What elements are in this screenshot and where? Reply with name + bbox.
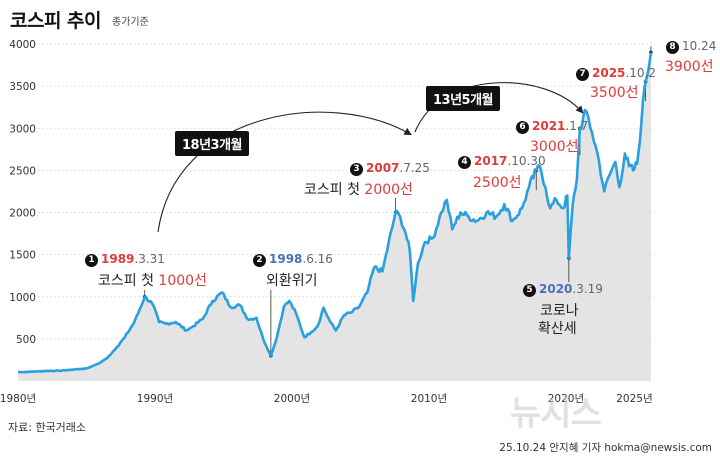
y-tick-label: 3500 bbox=[9, 81, 36, 93]
marker-6: 6 bbox=[516, 121, 529, 134]
credit-line: 25.10.24 안지혜 기자 hokma@newsis.com bbox=[499, 442, 712, 454]
x-tick-label: 2025년 bbox=[616, 393, 652, 405]
y-tick-label: 1000 bbox=[9, 292, 36, 304]
annotation-1-date: .3.31 bbox=[134, 252, 165, 266]
x-tick-label: 2010년 bbox=[411, 393, 447, 405]
annotation-2025: 7 2025.10.2 bbox=[576, 66, 656, 81]
period-badge-18y: 18년3개월 bbox=[175, 131, 250, 156]
annotation-4-year: 2017 bbox=[474, 154, 508, 168]
chart-title: 코스피 추이 bbox=[10, 10, 102, 32]
annotation-2017: 4 2017.10.30 bbox=[458, 154, 546, 169]
period-badge-13y: 13년5개월 bbox=[426, 86, 501, 111]
annotation-3-year: 2007 bbox=[366, 161, 400, 175]
y-tick-label: 500 bbox=[16, 334, 36, 346]
annotation-6-value: 3000선 bbox=[530, 139, 579, 155]
annotation-3-value: 2000선 bbox=[364, 182, 413, 198]
y-tick-label: 1500 bbox=[9, 250, 36, 262]
x-tick-label: 1990년 bbox=[137, 393, 173, 405]
annotation-2-date: .6.16 bbox=[302, 252, 333, 266]
y-tick-label: 3000 bbox=[9, 123, 36, 135]
x-tick-label: 1980년 bbox=[0, 393, 36, 405]
annotation-5-date: .3.19 bbox=[572, 282, 603, 296]
marker-3: 3 bbox=[350, 163, 363, 176]
annotation-3-label: 코스피 첫 bbox=[304, 182, 365, 198]
marker-5: 5 bbox=[523, 284, 536, 297]
annotation-2020: 5 2020.3.19 bbox=[523, 282, 603, 297]
annotation-latest: 8 10.24 bbox=[666, 39, 716, 54]
y-axis-ticks: 500 1000 1500 2000 2500 3000 3500 4000 bbox=[9, 39, 36, 346]
annotation-4-date: .10.30 bbox=[507, 154, 546, 168]
annotation-8-date: 10.24 bbox=[682, 39, 717, 53]
marker-2: 2 bbox=[253, 254, 266, 267]
marker-1: 1 bbox=[85, 254, 98, 267]
marker-4: 4 bbox=[458, 156, 471, 169]
annotation-7-date: .10.2 bbox=[625, 66, 656, 80]
annotation-5-label2: 확산세 bbox=[538, 321, 577, 337]
annotation-1-label: 코스피 첫 bbox=[98, 273, 159, 289]
annotation-1989-text: 코스피 첫 1000선 bbox=[98, 270, 207, 290]
chart-subtitle: 종가기준 bbox=[112, 17, 149, 28]
annotation-2007: 3 2007.7.25 bbox=[350, 161, 430, 176]
period-arc-1 bbox=[157, 111, 412, 233]
annotation-1-value: 1000선 bbox=[158, 273, 207, 289]
annotation-2-year: 1998 bbox=[269, 252, 303, 266]
marker-8: 8 bbox=[666, 41, 679, 54]
annotation-4-value: 2500선 bbox=[473, 175, 522, 191]
kospi-area bbox=[18, 52, 651, 382]
annotation-2-label: 외환위기 bbox=[266, 273, 318, 289]
newsis-watermark: 뉴시스 bbox=[510, 394, 602, 434]
annotation-2007-text: 코스피 첫 2000선 bbox=[304, 179, 413, 199]
annotation-2021: 6 2021.1.7 bbox=[516, 119, 588, 134]
x-axis-ticks: 1980년 1990년 2000년 2010년 2020년 2025년 bbox=[0, 393, 653, 405]
marker-7: 7 bbox=[576, 68, 589, 81]
annotation-1989: 1 1989.3.31 bbox=[85, 252, 165, 267]
annotation-3-date: .7.25 bbox=[399, 161, 430, 175]
annotation-7-year: 2025 bbox=[592, 66, 626, 80]
annotation-7-value: 3500선 bbox=[590, 85, 639, 101]
y-tick-label: 2500 bbox=[9, 165, 36, 177]
annotation-5-year: 2020 bbox=[539, 282, 573, 296]
annotation-5-label: 코로나 bbox=[540, 303, 579, 319]
kospi-line bbox=[17, 52, 653, 374]
annotation-6-date: .1.7 bbox=[565, 119, 589, 133]
annotation-8-value: 3900선 bbox=[665, 59, 714, 75]
annotation-1-year: 1989 bbox=[101, 252, 135, 266]
x-tick-label: 2000년 bbox=[274, 393, 310, 405]
y-tick-label: 4000 bbox=[9, 39, 36, 51]
x-tick-label: 2020년 bbox=[548, 393, 584, 405]
annotation-6-year: 2021 bbox=[532, 119, 566, 133]
y-tick-label: 2000 bbox=[9, 208, 36, 220]
annotation-1998: 2 1998.6.16 bbox=[253, 252, 333, 267]
source-note: 자료: 한국거래소 bbox=[8, 421, 87, 434]
period-arc-2 bbox=[414, 82, 584, 133]
